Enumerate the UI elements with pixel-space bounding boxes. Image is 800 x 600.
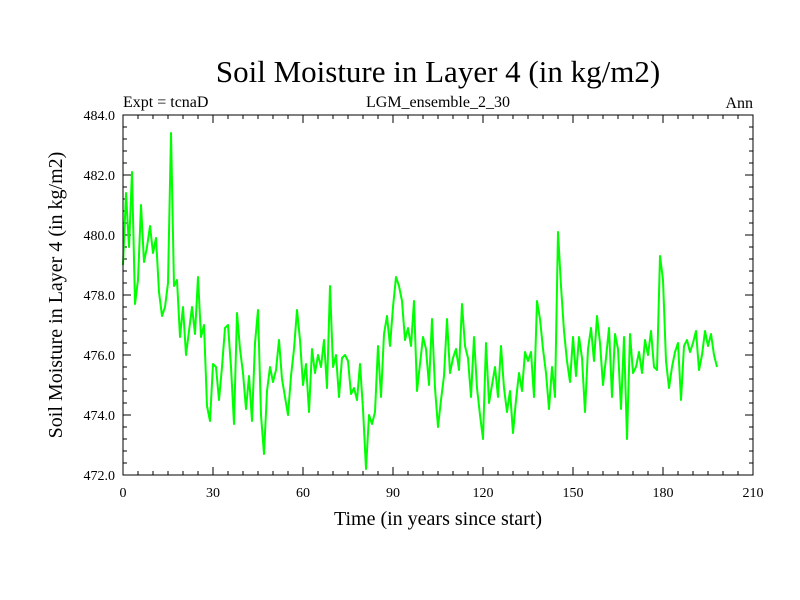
x-tick-label: 180: [653, 486, 674, 501]
x-tick-label: 210: [743, 486, 764, 501]
y-tick-label: 474.0: [84, 409, 116, 424]
axis-tick-labels: 0 30 60 90 120 150 180 210 472.0 474.0 476.0 478.0 4…: [84, 109, 764, 501]
subtitle-left: Expt = tcnaD: [123, 94, 208, 111]
axis-ticks: [122, 114, 754, 476]
subtitle-right: Ann: [725, 95, 753, 112]
y-tick-label: 472.0: [84, 469, 116, 484]
y-tick-label: 480.0: [84, 229, 116, 244]
x-tick-label: 150: [563, 486, 584, 501]
x-tick-label: 0: [120, 486, 127, 501]
x-tick-label: 120: [473, 486, 494, 501]
y-tick-label: 478.0: [84, 289, 116, 304]
y-tick-label: 484.0: [84, 109, 116, 124]
subtitle-center: LGM_ensemble_2_30: [366, 94, 510, 111]
x-tick-label: 30: [206, 486, 220, 501]
y-axis-label: Soil Moisture in Layer 4 (in kg/m2): [45, 152, 67, 439]
series-line: [122, 132, 718, 470]
x-tick-label: 60: [296, 486, 310, 501]
chart-title: Soil Moisture in Layer 4 (in kg/m2): [216, 54, 660, 89]
plot-frame: [122, 114, 754, 476]
y-tick-label: 482.0: [84, 169, 116, 184]
x-tick-label: 90: [386, 486, 400, 501]
y-tick-label: 476.0: [84, 349, 116, 364]
x-axis-label: Time (in years since start): [334, 508, 542, 530]
